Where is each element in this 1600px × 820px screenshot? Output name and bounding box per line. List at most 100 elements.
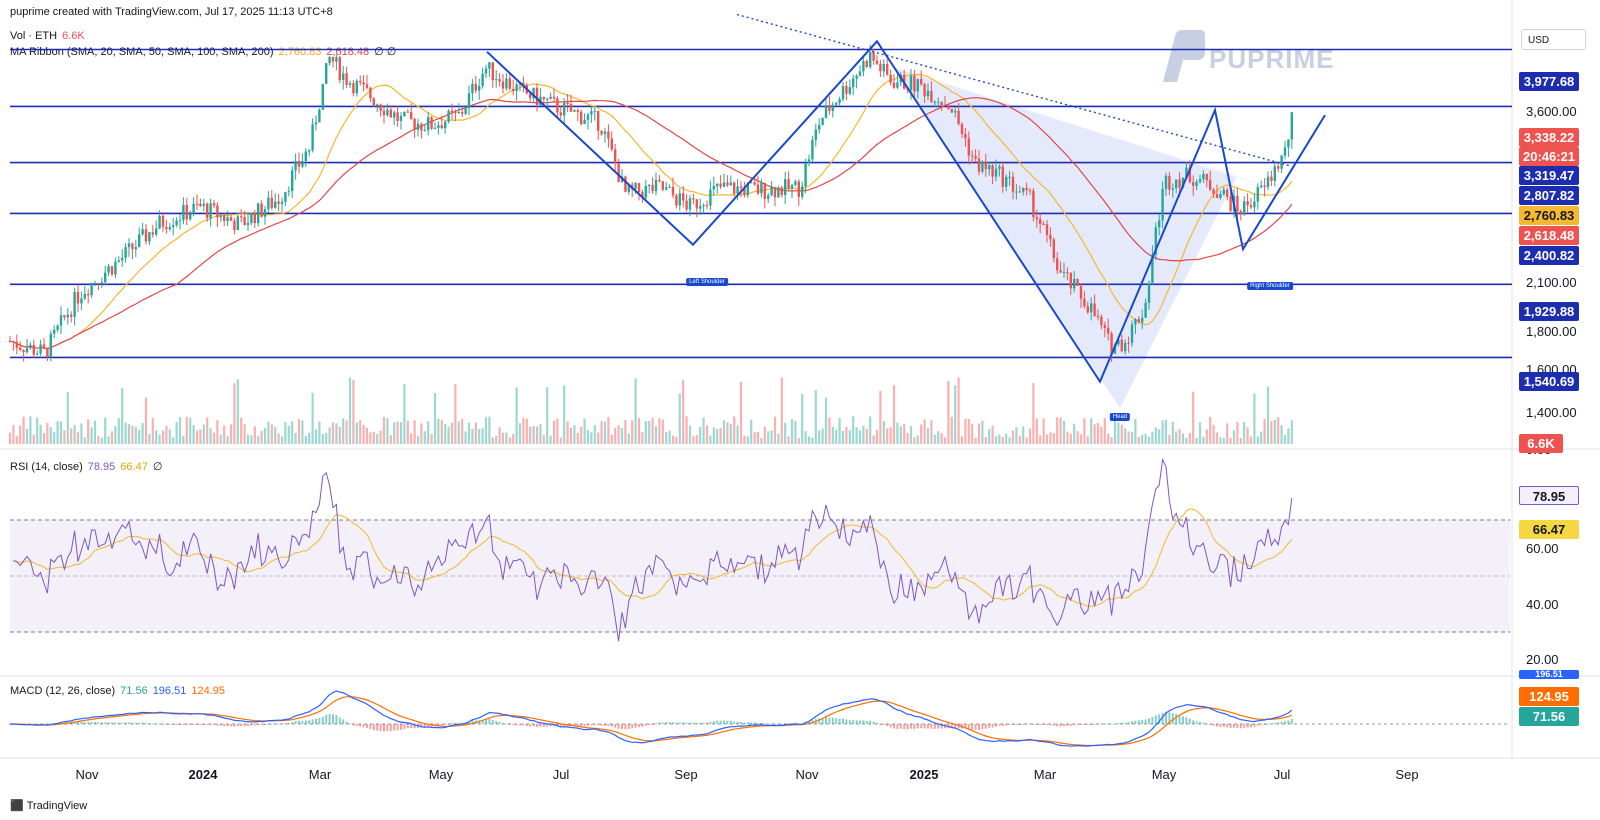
- macd-hist-bar: [886, 724, 889, 726]
- volume-bar: [90, 427, 93, 444]
- candle-body: [8, 341, 12, 343]
- candle-body: [1028, 190, 1032, 192]
- candle-body: [355, 80, 358, 94]
- macd-hist-bar: [644, 724, 647, 726]
- candle-body: [46, 348, 49, 357]
- candle-body: [212, 203, 216, 206]
- macd-hist-bar: [627, 724, 630, 729]
- candle-body: [831, 104, 834, 111]
- macd-hist-bar: [298, 720, 300, 724]
- macd-hist-bar: [1212, 724, 1215, 726]
- candle-body: [692, 198, 695, 200]
- candle-body: [168, 226, 171, 230]
- volume-bar: [719, 427, 722, 444]
- macd-value-badge: 71.56: [1519, 707, 1579, 726]
- volume-bar: [457, 421, 460, 444]
- volume-bar: [1032, 383, 1035, 444]
- volume-bar: [1086, 436, 1089, 444]
- candle-body: [1147, 283, 1151, 303]
- macd-hist-bar: [750, 722, 753, 724]
- candle-body: [716, 183, 719, 187]
- macd-hist-bar: [332, 714, 334, 724]
- volume-bar: [580, 426, 583, 444]
- macd-hist-bar: [1290, 718, 1293, 724]
- volume-bar: [991, 425, 994, 444]
- macd-hist-bar: [396, 724, 399, 731]
- macd-hist-bar: [1097, 723, 1099, 725]
- candle-body: [416, 123, 420, 130]
- macd-hist-bar: [1131, 721, 1133, 724]
- volume-bar: [559, 437, 562, 444]
- candle-body: [301, 161, 304, 167]
- candle-body: [345, 73, 348, 85]
- macd-hist-bar: [661, 722, 664, 724]
- candle-body: [726, 182, 729, 186]
- volume-bar: [1202, 436, 1205, 444]
- volume-bar: [688, 425, 692, 444]
- candle-body: [1260, 185, 1263, 188]
- macd-hist-bar: [821, 717, 824, 724]
- volume-bar: [1066, 431, 1069, 444]
- macd-hist-bar: [87, 722, 90, 724]
- volume-bar: [1107, 433, 1110, 444]
- candle-body: [233, 220, 236, 231]
- candle-body: [447, 110, 450, 122]
- volume-bar: [32, 434, 35, 444]
- volume-bar: [814, 390, 817, 444]
- candle-body: [705, 205, 709, 207]
- volume-bar: [685, 416, 688, 444]
- volume-bar: [869, 416, 872, 444]
- volume-bar: [661, 419, 664, 444]
- candle-body: [746, 183, 749, 196]
- candle-body: [889, 74, 892, 83]
- candle-body: [1280, 155, 1283, 169]
- volume-bar: [777, 433, 780, 444]
- volume-bar: [1226, 423, 1229, 444]
- candle-body: [807, 159, 811, 164]
- candle-body: [763, 182, 766, 199]
- price-tick: 3,600.00: [1526, 104, 1577, 119]
- volume-bar: [739, 381, 743, 444]
- volume-bar: [586, 429, 590, 444]
- candle-body: [784, 179, 787, 196]
- time-tick: Nov: [795, 767, 819, 782]
- candle-body: [53, 329, 56, 334]
- candle-body: [556, 98, 559, 113]
- currency-selector[interactable]: USD: [1521, 29, 1586, 50]
- volume-bar: [114, 426, 117, 444]
- macd-hist-bar: [60, 722, 62, 724]
- candle-body: [563, 102, 566, 116]
- macd-hist-bar: [896, 724, 899, 729]
- candle-body: [586, 114, 590, 120]
- volume-bar: [1243, 422, 1246, 444]
- macd-hist-bar: [145, 723, 147, 725]
- macd-hist-bar: [624, 724, 627, 730]
- volume-bar: [433, 392, 437, 444]
- macd-hist-bar: [604, 724, 606, 726]
- macd-hist-bar: [872, 721, 875, 724]
- candle-body: [348, 83, 352, 85]
- tradingview-footer-text: TradingView: [26, 800, 88, 812]
- candle-body: [780, 187, 783, 196]
- candle-body: [495, 79, 498, 81]
- volume-bar: [756, 431, 760, 444]
- macd-hist-badge: 196.51: [1519, 670, 1579, 679]
- macd-hist-bar: [1032, 724, 1035, 725]
- macd-hist-bar: [121, 722, 124, 724]
- macd-hist-bar: [770, 723, 773, 725]
- candle-body: [546, 98, 549, 100]
- candle-body: [552, 96, 556, 99]
- volume-bar: [607, 416, 610, 444]
- macd-hist-bar: [1219, 724, 1222, 727]
- candle-body: [1144, 302, 1147, 318]
- macd-hist-bar: [1222, 724, 1225, 727]
- candle-body: [240, 216, 243, 218]
- candle-body: [382, 110, 386, 116]
- candle-body: [862, 60, 865, 72]
- volume-bar: [542, 434, 545, 444]
- candle-body: [498, 79, 501, 82]
- candle-body: [529, 93, 532, 99]
- volume-bar: [1246, 427, 1249, 444]
- level-label: 1,540.69: [1519, 372, 1579, 391]
